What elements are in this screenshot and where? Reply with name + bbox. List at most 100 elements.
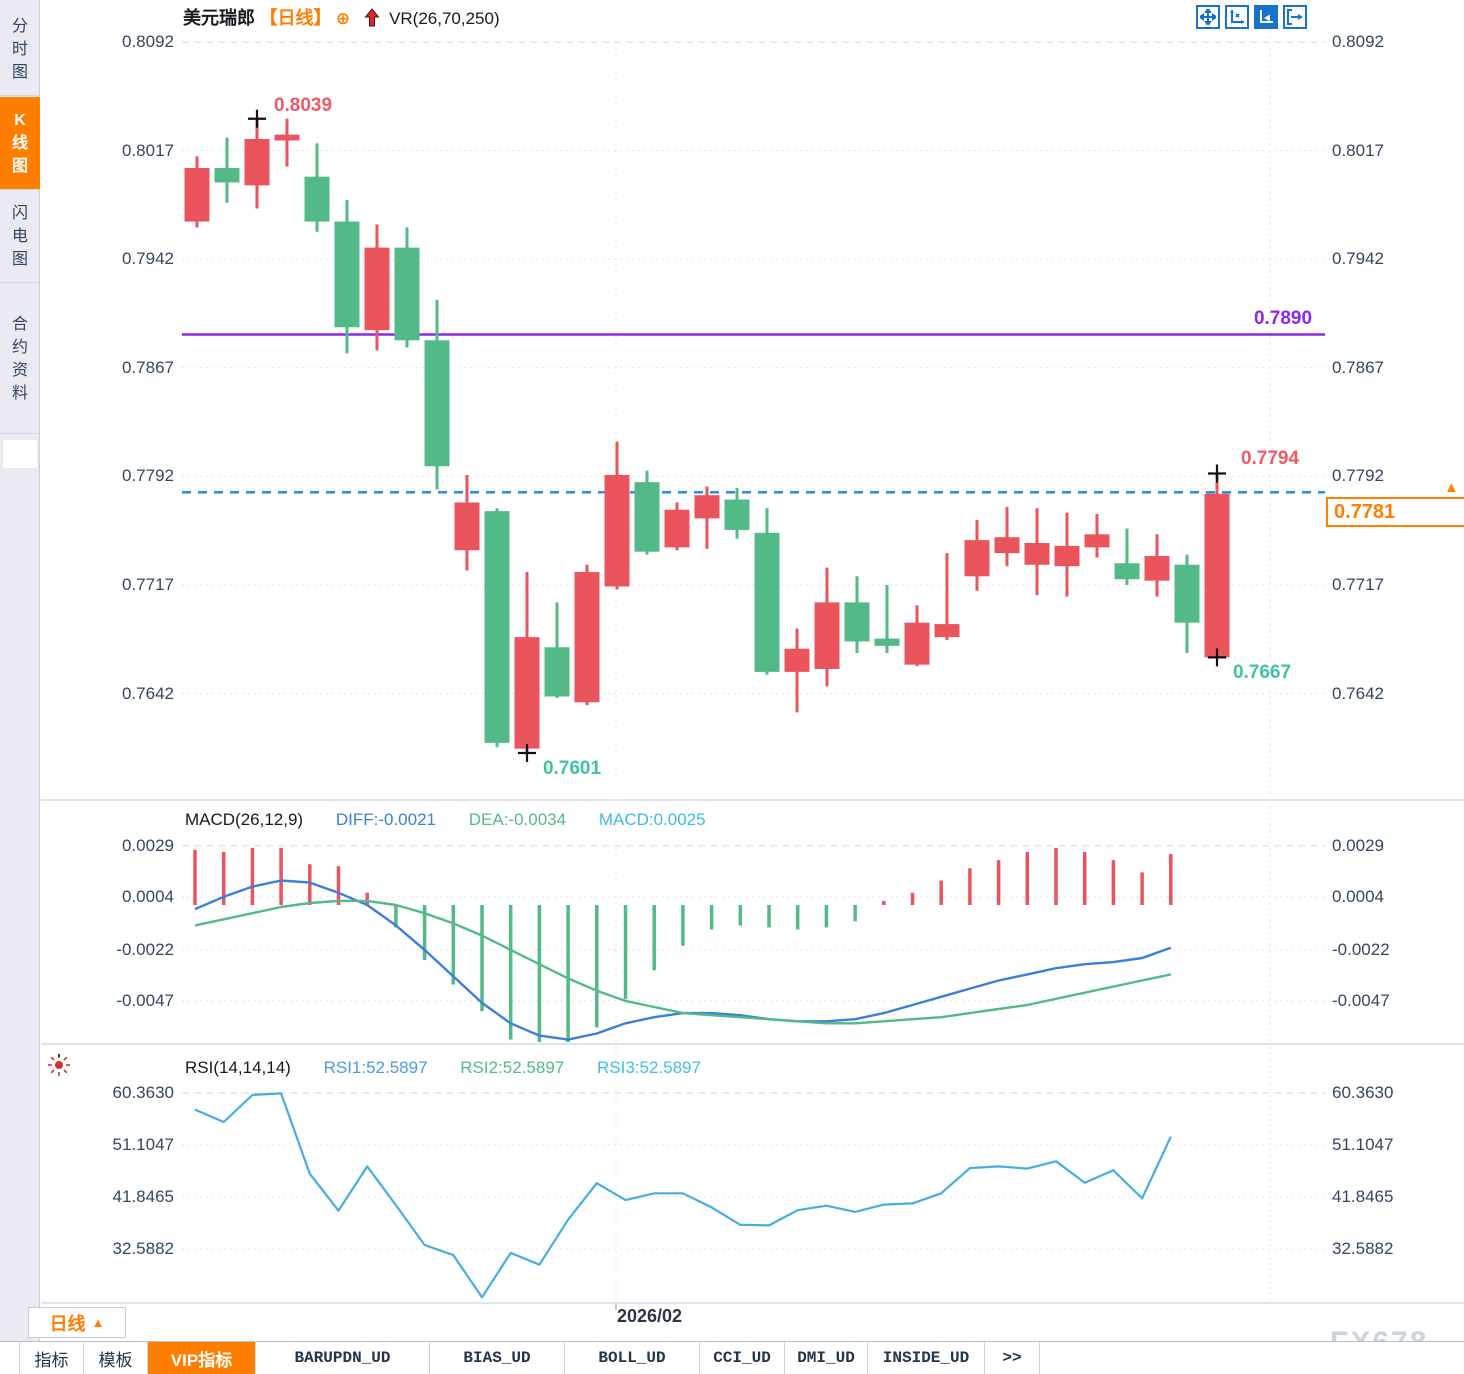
bottom-tab-模板[interactable]: 模板 bbox=[84, 1342, 148, 1374]
axis-label: 0.7717 bbox=[1332, 575, 1384, 594]
candle-body[interactable] bbox=[754, 532, 780, 672]
bottom-tab-DMIUD[interactable]: DMI_UD bbox=[785, 1342, 868, 1374]
axis-label: 0.7717 bbox=[122, 575, 174, 594]
cross-marker bbox=[1208, 648, 1226, 667]
bottom-tab-INSIDEUD[interactable]: INSIDE_UD bbox=[868, 1342, 985, 1374]
rsi-params: RSI(14,14,14) bbox=[185, 1058, 291, 1077]
macd-line-dea bbox=[194, 899, 1172, 1025]
candle-body[interactable] bbox=[634, 482, 660, 552]
candle-body[interactable] bbox=[184, 167, 210, 222]
axis-label: 0.7942 bbox=[1332, 249, 1384, 269]
candle-body[interactable] bbox=[874, 638, 900, 646]
candle-body[interactable] bbox=[424, 340, 450, 467]
axis-label: 0.7642 bbox=[122, 683, 174, 703]
axis-label: 0.7942 bbox=[122, 249, 174, 269]
bottom-tab-指标[interactable]: 指标 bbox=[20, 1342, 84, 1374]
rsi1-readout: RSI1:52.5897 bbox=[323, 1058, 428, 1077]
indicator-tabbar: 指标 模板 VIP指标 BARUPDN_UD BIAS_UD BOLL_UD CCI_UD D… bbox=[0, 1341, 1464, 1374]
candle-body[interactable] bbox=[844, 602, 870, 642]
sidebar-tab-contract-info[interactable]: 合约资料 bbox=[0, 284, 40, 434]
macd-line-diff bbox=[194, 879, 1172, 1041]
alert-beacon-icon[interactable] bbox=[46, 1052, 72, 1078]
axis-label: 0.8017 bbox=[1332, 140, 1384, 160]
current-price-box: 0.7781 bbox=[1326, 496, 1464, 527]
candle-body[interactable] bbox=[904, 622, 930, 665]
candle-body[interactable] bbox=[274, 134, 300, 141]
macd-value-readout: MACD:0.0025 bbox=[598, 810, 706, 829]
price-annotation: 0.8039 bbox=[273, 95, 333, 116]
candle-body[interactable] bbox=[604, 474, 630, 587]
axis-label: 0.7642 bbox=[1332, 683, 1384, 703]
period-selector[interactable]: 日线 ▲ bbox=[28, 1307, 126, 1338]
candle-body[interactable] bbox=[214, 167, 240, 183]
candle-body[interactable] bbox=[724, 499, 750, 530]
panel-separators bbox=[41, 799, 1464, 1304]
candle-body[interactable] bbox=[364, 247, 390, 331]
price-annotation: 0.7794 bbox=[1240, 448, 1300, 469]
bottom-tab-CCIUD[interactable]: CCI_UD bbox=[700, 1342, 785, 1374]
candle-body[interactable] bbox=[394, 247, 420, 341]
macd-params: MACD(26,12,9) bbox=[185, 810, 304, 829]
candle-body[interactable] bbox=[1144, 556, 1170, 581]
candle-body[interactable] bbox=[784, 648, 810, 672]
pan-icon[interactable] bbox=[1196, 5, 1220, 29]
up-arrow-icon bbox=[364, 8, 380, 27]
candle-body[interactable] bbox=[994, 537, 1020, 554]
price-up-arrow-icon: ▲ bbox=[1444, 478, 1459, 496]
left-sidebar: 分时图 K线图 闪电图 合约资料 bbox=[0, 0, 40, 1341]
candle-body[interactable] bbox=[664, 509, 690, 548]
chart-titlebar: 美元瑞郎 【日线】 ⊕ VR(26,70,250) bbox=[183, 4, 500, 28]
axis-label: 32.5882 bbox=[1332, 1239, 1394, 1258]
axis-label: 60.3630 bbox=[1332, 1083, 1394, 1102]
cross-marker bbox=[248, 109, 266, 128]
candle-body[interactable] bbox=[544, 647, 570, 697]
candle-body[interactable] bbox=[514, 637, 540, 749]
bottom-tab-BARUPDNUD[interactable]: BARUPDN_UD bbox=[256, 1342, 430, 1374]
axis-label: 41.8465 bbox=[112, 1187, 174, 1206]
extreme-markers bbox=[248, 109, 1226, 762]
candle-body[interactable] bbox=[304, 176, 330, 222]
candle-body[interactable] bbox=[1174, 564, 1200, 623]
vr-indicator-label: VR(26,70,250) bbox=[389, 9, 500, 28]
candle-body[interactable] bbox=[694, 495, 720, 519]
bottom-tab-gtgt[interactable]: >> bbox=[985, 1342, 1040, 1374]
cross-marker bbox=[1208, 464, 1226, 483]
scale-axis-icon[interactable] bbox=[1225, 5, 1249, 29]
candle-body[interactable] bbox=[1114, 563, 1140, 580]
tabbar-pad bbox=[0, 1342, 20, 1374]
candlestick-series bbox=[184, 118, 1230, 753]
go-latest-icon[interactable] bbox=[1283, 5, 1307, 29]
sidebar-tab-lightning[interactable]: 闪电图 bbox=[0, 191, 40, 283]
candle-body[interactable] bbox=[814, 602, 840, 669]
axis-label: 0.0004 bbox=[1332, 886, 1384, 906]
candle-body[interactable] bbox=[1024, 543, 1050, 565]
bottom-tab-BIASUD[interactable]: BIAS_UD bbox=[430, 1342, 565, 1374]
axis-label: 60.3630 bbox=[112, 1083, 174, 1102]
macd-histogram bbox=[193, 847, 1173, 1042]
rsi-header: RSI(14,14,14) RSI1:52.5897 RSI2:52.5897 … bbox=[185, 1058, 729, 1078]
sidebar-tab-time-share[interactable]: 分时图 bbox=[0, 4, 40, 96]
axis-label: 0.7792 bbox=[122, 466, 174, 486]
candle-body[interactable] bbox=[454, 502, 480, 551]
axis-label: 0.8092 bbox=[122, 32, 174, 51]
candle-body[interactable] bbox=[574, 571, 600, 703]
auto-scale-icon[interactable] bbox=[1254, 5, 1278, 29]
sidebar-spacer bbox=[3, 440, 37, 468]
axis-label: 51.1047 bbox=[1332, 1135, 1394, 1154]
macd-lines bbox=[194, 879, 1172, 1041]
candle-body[interactable] bbox=[1204, 493, 1230, 658]
candle-body[interactable] bbox=[484, 511, 510, 743]
candle-body[interactable] bbox=[244, 139, 270, 186]
sidebar-tab-kline[interactable]: K线图 bbox=[0, 97, 40, 190]
candle-body[interactable] bbox=[1084, 534, 1110, 548]
candle-body[interactable] bbox=[964, 540, 990, 577]
bottom-tab-VIP指标[interactable]: VIP指标 bbox=[148, 1342, 256, 1374]
add-indicator-icon[interactable]: ⊕ bbox=[335, 9, 351, 28]
candle-body[interactable] bbox=[1054, 545, 1080, 567]
axis-label: 0.7792 bbox=[1332, 466, 1384, 486]
candle-body[interactable] bbox=[334, 221, 360, 328]
axis-label: -0.0022 bbox=[1332, 939, 1390, 959]
bottom-tab-BOLLUD[interactable]: BOLL_UD bbox=[565, 1342, 700, 1374]
candle-body[interactable] bbox=[934, 624, 960, 638]
